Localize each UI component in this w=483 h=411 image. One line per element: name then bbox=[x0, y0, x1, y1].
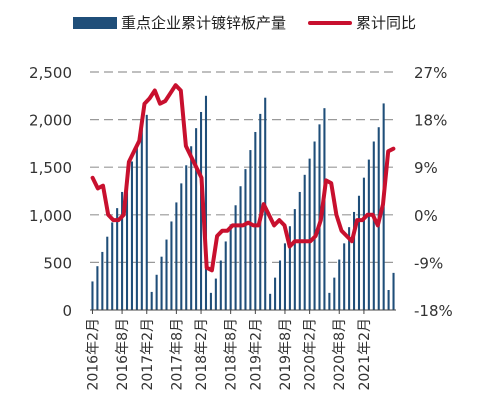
bar bbox=[234, 205, 237, 310]
bar bbox=[254, 131, 257, 310]
bar bbox=[224, 241, 227, 310]
x-tick-label: 2019年8月 bbox=[278, 318, 294, 391]
yoy-line bbox=[90, 83, 396, 273]
bar bbox=[313, 141, 316, 310]
y-right-tick-label: 18% bbox=[414, 112, 447, 130]
bar bbox=[357, 195, 361, 310]
bar bbox=[387, 290, 390, 310]
bar bbox=[392, 272, 395, 310]
bar bbox=[283, 243, 286, 310]
bar bbox=[372, 141, 375, 310]
bar bbox=[293, 209, 296, 310]
bar bbox=[135, 147, 138, 310]
legend-line-label: 累计同比 bbox=[356, 14, 417, 32]
bar bbox=[367, 159, 370, 310]
bar bbox=[101, 251, 104, 310]
x-tick-label: 2020年2月 bbox=[303, 318, 319, 391]
x-tick-label: 2016年8月 bbox=[115, 318, 131, 391]
bar bbox=[288, 226, 291, 310]
legend: 重点企业累计镀锌板产量 累计同比 bbox=[0, 6, 483, 34]
bar bbox=[338, 259, 341, 310]
bar bbox=[204, 95, 208, 310]
x-tick-label: 2019年2月 bbox=[248, 318, 264, 391]
y-right-tick-label: 27% bbox=[414, 64, 447, 82]
y-left-tick-label: 1,500 bbox=[29, 159, 72, 177]
bar bbox=[130, 161, 133, 310]
bar bbox=[239, 186, 242, 310]
y-left-tick-label: 1,000 bbox=[29, 207, 72, 225]
bar bbox=[185, 165, 188, 310]
y-right-tick-label: -18% bbox=[414, 302, 453, 320]
bar bbox=[333, 277, 336, 310]
bar bbox=[348, 227, 351, 310]
bar bbox=[269, 293, 272, 310]
bar bbox=[219, 260, 222, 310]
legend-line-item: 累计同比 bbox=[308, 12, 416, 33]
bar bbox=[190, 146, 193, 310]
y-right-tick-label: 9% bbox=[414, 159, 438, 177]
bar bbox=[116, 208, 119, 310]
x-tick-label: 2016年2月 bbox=[85, 318, 101, 391]
bar bbox=[180, 183, 183, 310]
bar bbox=[229, 224, 232, 310]
bar bbox=[209, 292, 212, 310]
bar bbox=[165, 239, 168, 310]
bar bbox=[195, 128, 198, 310]
bar bbox=[145, 114, 148, 310]
legend-bar-item: 重点企业累计镀锌板产量 bbox=[73, 12, 286, 33]
x-tick-label: 2020年8月 bbox=[332, 318, 348, 391]
y-right-tick-label: -9% bbox=[414, 254, 443, 272]
x-tick-label: 2017年8月 bbox=[169, 318, 185, 391]
x-tick-label: 2018年2月 bbox=[194, 318, 210, 391]
bar bbox=[362, 177, 365, 310]
legend-bar-swatch bbox=[73, 16, 117, 29]
x-axis-labels: 2016年2月 2016年8月 2017年2月 2017年8月 2018年2月 2018年… bbox=[85, 310, 373, 391]
bar bbox=[214, 278, 217, 310]
bar bbox=[298, 191, 301, 310]
y-axis-left-labels: 0 500 1,000 1,500 2,000 2,500 bbox=[29, 64, 72, 320]
bar bbox=[353, 211, 356, 310]
bar bbox=[170, 221, 173, 310]
bar bbox=[200, 111, 203, 310]
bar bbox=[106, 236, 109, 310]
x-tick-label: 2018年8月 bbox=[224, 318, 240, 391]
bar bbox=[274, 277, 277, 310]
x-tick-label: 2017年2月 bbox=[140, 318, 156, 391]
bar bbox=[155, 274, 158, 310]
bar bbox=[91, 281, 94, 310]
bar bbox=[125, 176, 129, 310]
y-left-tick-label: 2,000 bbox=[29, 112, 72, 130]
yoy-series-line bbox=[90, 83, 396, 273]
bar bbox=[175, 202, 178, 310]
bar bbox=[343, 243, 346, 310]
bar bbox=[121, 191, 124, 310]
bar bbox=[96, 266, 99, 310]
bar bbox=[249, 150, 252, 310]
bar bbox=[328, 292, 331, 310]
bars bbox=[91, 95, 395, 311]
bar bbox=[160, 256, 163, 310]
bar bbox=[278, 260, 282, 310]
x-tick-label: 2021年2月 bbox=[357, 318, 373, 391]
y-right-tick-label: 0% bbox=[414, 207, 438, 225]
y-left-tick-label: 0 bbox=[62, 302, 72, 320]
bar bbox=[244, 169, 247, 310]
y-axis-right-labels: -18% -9% 0% 9% 18% 27% bbox=[414, 64, 453, 320]
bar bbox=[140, 129, 143, 310]
bar bbox=[150, 291, 153, 310]
legend-line-swatch bbox=[308, 20, 352, 25]
legend-bar-label: 重点企业累计镀锌板产量 bbox=[121, 14, 287, 32]
y-left-tick-label: 500 bbox=[43, 254, 72, 272]
bar bbox=[323, 108, 326, 311]
y-left-tick-label: 2,500 bbox=[29, 64, 72, 82]
bar bbox=[111, 222, 114, 310]
bar bbox=[308, 158, 311, 310]
